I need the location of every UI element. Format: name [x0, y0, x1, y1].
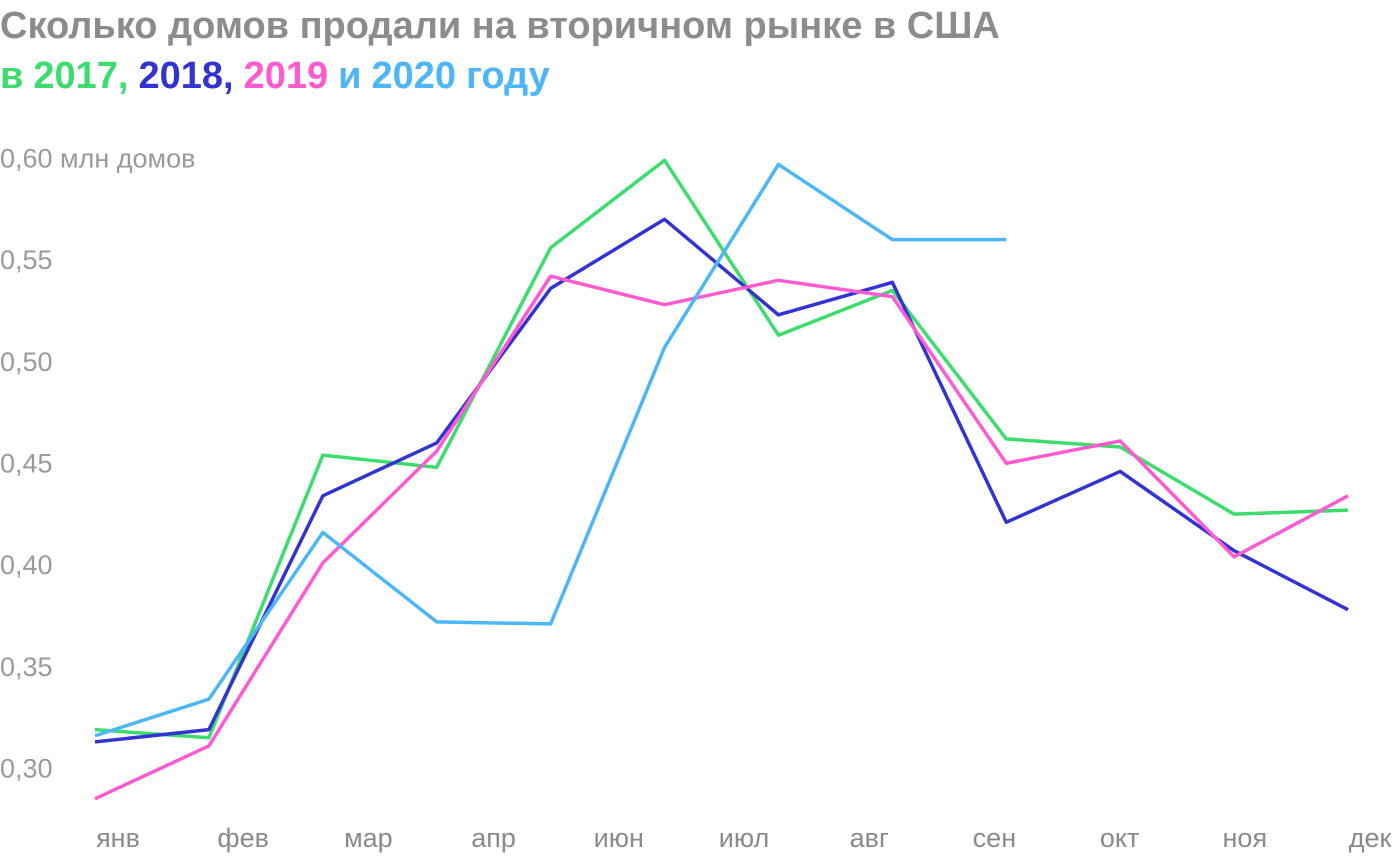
y-tick-label: 0,35 [0, 652, 53, 682]
series-line [94, 274, 1349, 801]
subtitle-word: и [338, 55, 361, 97]
legend-entry: 2017 [33, 55, 118, 97]
subtitle-word: , [118, 55, 129, 97]
x-tick-label: апр [471, 823, 516, 853]
x-tick-label: мар [344, 823, 393, 853]
legend-entry: 2018 [138, 55, 223, 97]
x-tick-label: фев [217, 823, 269, 853]
y-tick-label: 0,60 млн домов [0, 143, 195, 173]
subtitle-word: в [0, 55, 23, 97]
x-tick-label: ноя [1223, 823, 1268, 853]
chart-title: Сколько домов продали на вторичном рынке… [0, 5, 1000, 47]
y-tick-label: 0,30 [0, 753, 53, 783]
legend-entry: 2020 [372, 55, 457, 97]
y-tick-label: 0,45 [0, 448, 53, 478]
series-line [94, 162, 1007, 738]
y-tick-label: 0,50 [0, 347, 53, 377]
x-tick-label: июл [719, 823, 770, 853]
x-tick-label: дек [1349, 823, 1392, 853]
x-tick-label: авг [850, 823, 889, 853]
series-line [94, 158, 1349, 740]
x-tick-label: окт [1100, 823, 1140, 853]
chart-subtitle: в 2017, 2018, 2019 и 2020 году [0, 55, 550, 97]
subtitle-word: году [466, 55, 550, 97]
series-line [94, 217, 1349, 744]
legend-entry: 2019 [244, 55, 329, 97]
subtitle-word: , [223, 55, 234, 97]
x-tick-label: сен [973, 823, 1016, 853]
y-tick-label: 0,55 [0, 245, 53, 275]
x-tick-label: янв [96, 823, 140, 853]
y-tick-label: 0,40 [0, 550, 53, 580]
x-tick-label: июн [594, 823, 644, 853]
